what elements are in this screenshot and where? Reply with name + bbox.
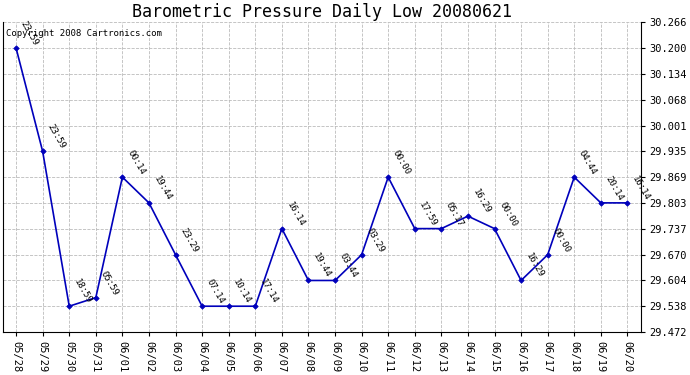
- Text: 17:14: 17:14: [258, 278, 279, 305]
- Text: 18:59: 18:59: [72, 278, 93, 305]
- Text: 00:14: 00:14: [125, 148, 146, 176]
- Text: 00:00: 00:00: [551, 226, 572, 254]
- Text: 03:44: 03:44: [338, 252, 359, 280]
- Text: 23:59: 23:59: [46, 123, 67, 151]
- Text: 17:59: 17:59: [417, 200, 439, 228]
- Text: 16:14: 16:14: [285, 200, 306, 228]
- Text: 16:29: 16:29: [471, 188, 492, 215]
- Text: 05:59: 05:59: [99, 269, 120, 297]
- Text: 07:14: 07:14: [205, 278, 226, 305]
- Text: Copyright 2008 Cartronics.com: Copyright 2008 Cartronics.com: [6, 28, 162, 38]
- Text: 23:59: 23:59: [19, 20, 40, 47]
- Text: 05:17: 05:17: [444, 200, 465, 228]
- Text: 00:00: 00:00: [497, 200, 518, 228]
- Text: 23:29: 23:29: [178, 226, 199, 254]
- Text: 16:29: 16:29: [524, 252, 545, 280]
- Text: 04:44: 04:44: [577, 148, 598, 176]
- Text: 16:14: 16:14: [630, 174, 651, 202]
- Text: 10:14: 10:14: [231, 278, 253, 305]
- Title: Barometric Pressure Daily Low 20080621: Barometric Pressure Daily Low 20080621: [132, 3, 512, 21]
- Text: 19:44: 19:44: [311, 252, 333, 280]
- Text: 20:14: 20:14: [604, 174, 625, 202]
- Text: 00:00: 00:00: [391, 148, 412, 176]
- Text: 03:29: 03:29: [364, 226, 386, 254]
- Text: 19:44: 19:44: [152, 174, 173, 202]
